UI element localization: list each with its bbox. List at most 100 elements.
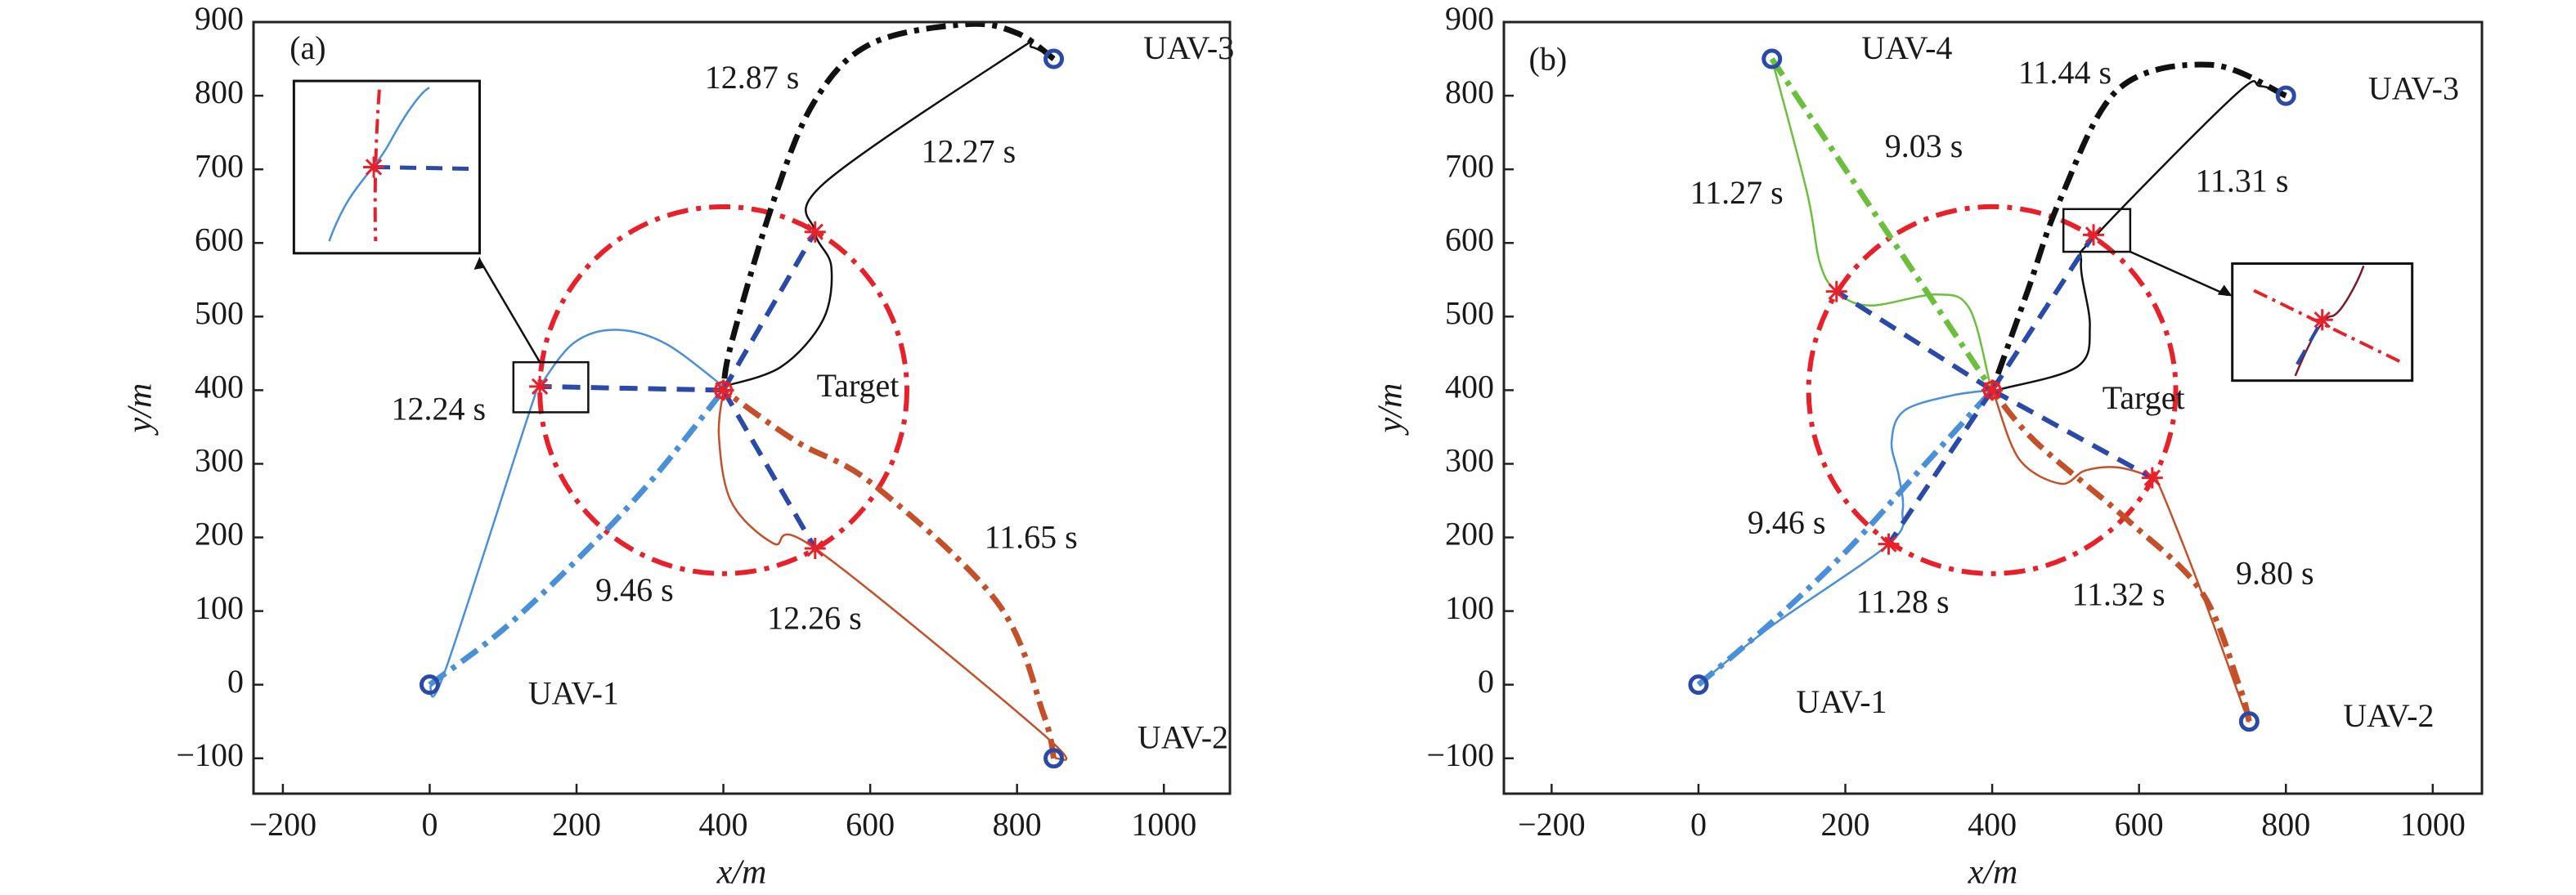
y-tick-label: 300	[195, 442, 244, 479]
x-tick-label: 800	[2261, 806, 2310, 843]
target-star-marker	[712, 379, 734, 401]
panel-label: (b)	[1529, 41, 1568, 78]
intercept-star-marker	[804, 221, 826, 243]
target-star-marker	[1981, 379, 2004, 401]
uav-start-marker	[1043, 48, 1065, 69]
y-tick-label: 200	[195, 516, 244, 553]
y-tick-label: 900	[1445, 0, 1494, 37]
arrow-head-icon	[473, 256, 484, 270]
uav-start-marker	[419, 674, 440, 696]
y-tick-label: 700	[1445, 147, 1494, 184]
uav-label: UAV-1	[1796, 683, 1887, 720]
capture-circle	[1806, 204, 2179, 576]
sight-line	[720, 230, 818, 392]
x-tick-label: −200	[1518, 806, 1586, 843]
axes-frame	[1502, 20, 2484, 795]
intercept-star-marker	[529, 375, 551, 397]
intercept-star-marker	[2083, 224, 2105, 246]
inset-content	[328, 87, 474, 242]
time-annotation: 11.27 s	[1690, 174, 1784, 211]
x-tick-label: 0	[421, 806, 438, 843]
y-tick-label: 600	[1445, 221, 1494, 257]
time-annotation: 12.24 s	[391, 391, 486, 427]
x-axis-label: x/m	[1968, 854, 2018, 892]
time-annotation: 9.46 s	[1748, 503, 1826, 540]
y-tick-label: 100	[195, 589, 244, 626]
y-axis-label: y/m	[1372, 383, 1410, 436]
sight-line	[1990, 233, 2096, 392]
intercept-star-marker	[2141, 467, 2163, 489]
plot-area	[419, 22, 1068, 769]
y-tick-label: 700	[195, 147, 244, 184]
y-tick-label: 0	[227, 663, 244, 700]
uav-start-marker	[1688, 674, 1709, 696]
y-tick-label: 800	[1445, 74, 1494, 110]
intercept-star-marker	[804, 538, 826, 560]
y-tick-label: 600	[195, 221, 244, 257]
time-annotation: 12.26 s	[767, 599, 862, 636]
x-tick-label: 200	[1821, 806, 1870, 843]
x-tick-label: 600	[846, 806, 895, 843]
trajectory-uav-3-cooperative	[1991, 80, 2287, 392]
capture-circle	[537, 204, 909, 576]
trajectory-uav-2-cooperative	[717, 390, 1068, 761]
y-tick-label: 100	[1445, 589, 1494, 626]
trajectory-uav-2-direct	[721, 387, 1057, 759]
intercept-star-marker	[1878, 533, 1900, 555]
target-label: Target	[817, 367, 900, 404]
y-tick-label: 500	[1445, 294, 1494, 331]
y-tick-label: 300	[1445, 442, 1494, 479]
time-annotation: 11.31 s	[2195, 162, 2288, 199]
time-annotation: 11.65 s	[985, 518, 1078, 555]
x-tick-label: 400	[699, 806, 748, 843]
trajectory-uav-4-direct	[1769, 57, 1995, 392]
uav-label: UAV-1	[528, 674, 619, 711]
sight-line	[1887, 388, 1995, 546]
y-tick-label: 500	[195, 294, 244, 331]
uav-start-marker	[1043, 748, 1065, 769]
time-annotation: 11.32 s	[2071, 576, 2165, 613]
trajectory-uav-2-direct	[1990, 388, 2252, 723]
trajectory-uav-3-cooperative	[723, 39, 1055, 388]
panel-label: (a)	[289, 29, 325, 66]
x-tick-label: 600	[2115, 806, 2164, 843]
time-annotation: 11.44 s	[2018, 54, 2112, 91]
y-tick-label: 800	[195, 74, 244, 110]
target-label: Target	[2103, 379, 2185, 416]
panel-a: UAV-1 UAV-2 UAV-3 Target 12.87 s 12.27 s 12.24…	[122, 0, 1235, 891]
x-tick-label: 400	[1968, 806, 2017, 843]
time-annotation: 9.03 s	[1885, 128, 1963, 164]
trajectory-uav-1-direct	[1696, 388, 1995, 687]
axes-frame	[252, 20, 1232, 795]
y-tick-label: 400	[195, 369, 244, 405]
uav-label: UAV-2	[1138, 718, 1228, 755]
trajectory-uav-3-direct	[720, 22, 1056, 391]
time-annotation: 9.80 s	[2236, 554, 2314, 591]
intercept-star-marker	[1825, 280, 1847, 302]
trajectory-uav-2-cooperative	[1990, 387, 2251, 723]
y-tick-label: 900	[195, 0, 244, 37]
x-tick-label: 0	[1690, 806, 1707, 843]
y-tick-label: 400	[1445, 369, 1494, 405]
zoom-arrow	[2129, 250, 2228, 297]
y-tick-label: 0	[1478, 663, 1494, 700]
zoom-region-box	[512, 360, 590, 414]
uav-label: UAV-3	[1143, 29, 1234, 66]
x-tick-label: 800	[993, 806, 1042, 843]
uav-start-marker	[1761, 48, 1783, 69]
inset-star	[363, 156, 385, 178]
sight-line	[720, 388, 818, 550]
y-tick-label: −100	[1426, 736, 1494, 773]
sight-line	[1835, 289, 1994, 392]
x-tick-label: 1000	[1131, 806, 1196, 843]
panel-b: UAV-1 UAV-2 UAV-3 UAV-4 Target 11.44 s 9.03 s 1…	[1372, 0, 2484, 892]
trajectory-uav-1-cooperative	[1698, 389, 1993, 686]
x-tick-label: −200	[249, 806, 317, 843]
arrow-head-icon	[2217, 284, 2233, 297]
trajectory-uav-1-direct	[428, 388, 726, 687]
trajectory-uav-3-direct	[1989, 61, 2287, 392]
y-axis-label: y/m	[122, 383, 159, 436]
time-annotation: 12.27 s	[922, 132, 1016, 169]
inset-star	[2311, 309, 2333, 331]
